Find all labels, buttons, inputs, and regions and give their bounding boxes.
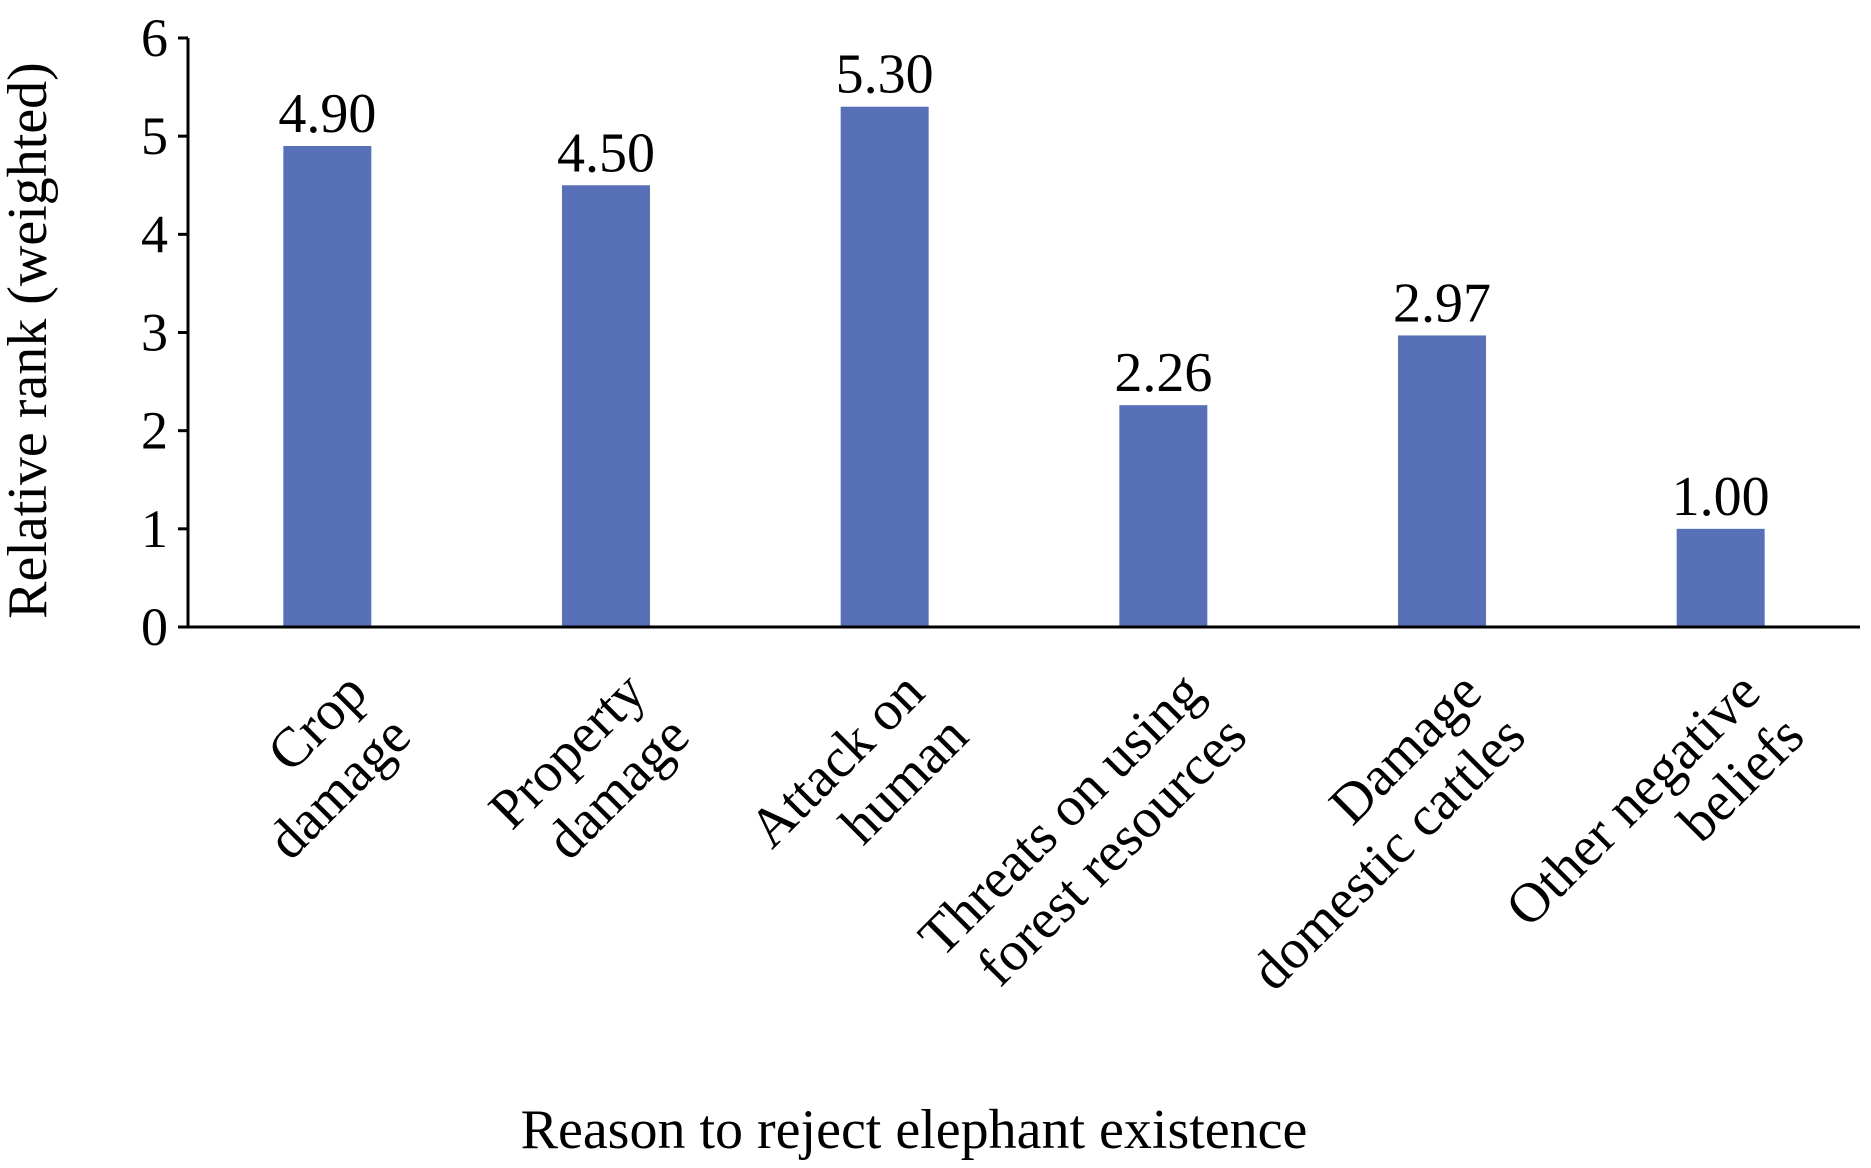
bar-0 [283, 145, 372, 627]
y-tick-label-1: 1 [141, 499, 168, 559]
y-axis-title: Relative rank (weighted) [0, 62, 59, 619]
y-tick-label-5: 5 [141, 106, 168, 166]
y-tick-label-4: 4 [141, 204, 168, 264]
bar-4 [1398, 335, 1486, 627]
data-label-3: 2.26 [1114, 342, 1212, 404]
bar-2 [840, 106, 929, 627]
x-axis-title: Reason to reject elephant existence [521, 1099, 1308, 1161]
bar-1 [562, 185, 650, 627]
data-label-1: 4.50 [557, 122, 655, 184]
data-label-4: 2.97 [1393, 272, 1491, 334]
bar-3 [1119, 405, 1208, 627]
y-tick-label-3: 3 [141, 303, 168, 363]
y-tick-label-0: 0 [141, 597, 168, 657]
bars-layer [283, 106, 1765, 627]
y-tick-label-2: 2 [141, 401, 168, 461]
axes-layer [178, 36, 1860, 629]
y-tick-label-6: 6 [141, 8, 168, 68]
bar-5 [1676, 528, 1765, 627]
data-label-5: 1.00 [1672, 466, 1770, 528]
data-label-2: 5.30 [836, 44, 934, 106]
data-label-0: 4.90 [278, 83, 376, 145]
